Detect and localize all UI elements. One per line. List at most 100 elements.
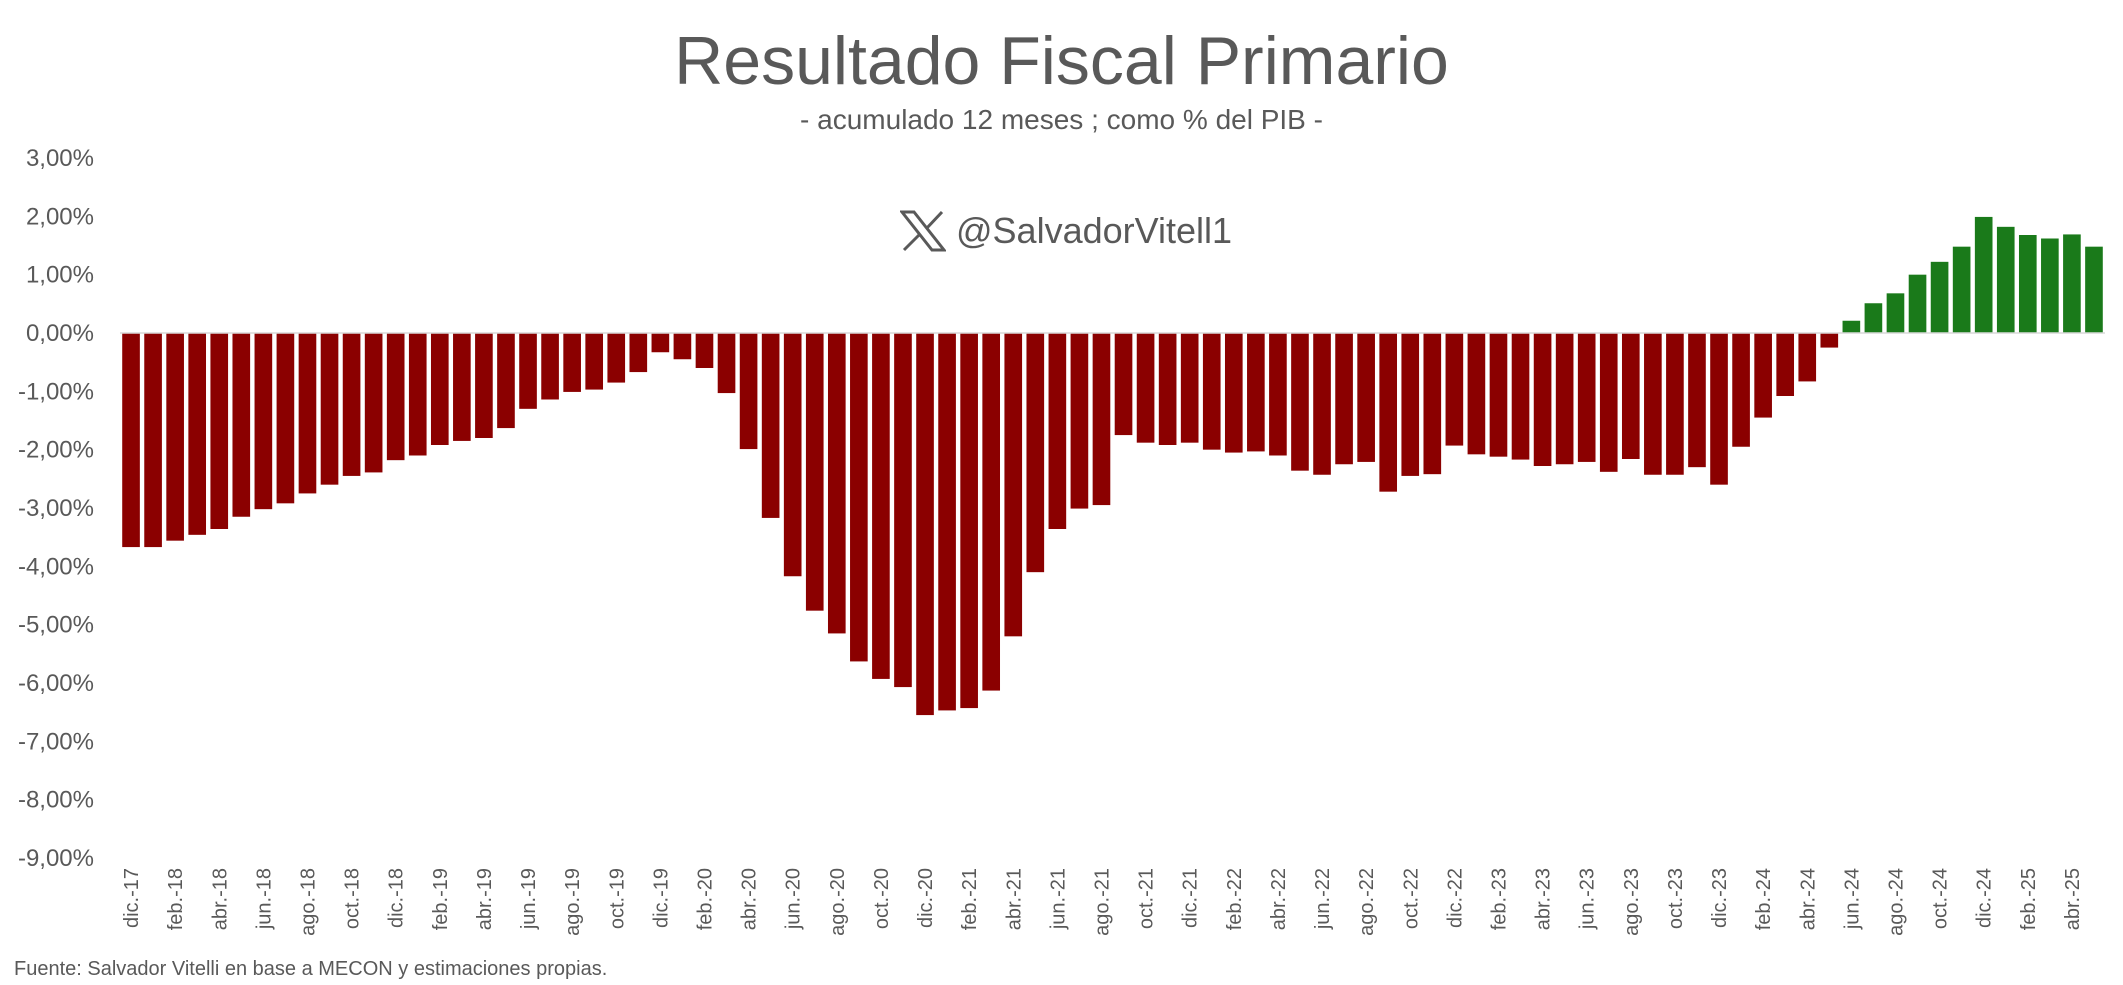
- x-tick-label: abr.-18: [209, 868, 231, 930]
- bar: [1952, 246, 1971, 333]
- x-tick-label: abr.-25: [2062, 868, 2084, 930]
- bar: [1379, 333, 1398, 492]
- bar: [364, 333, 383, 473]
- x-tick-label: dic.-19: [650, 868, 672, 928]
- bar: [1092, 333, 1111, 506]
- bar: [673, 333, 692, 360]
- bar-series: [120, 216, 2105, 716]
- x-tick-label: dic.-23: [1709, 868, 1731, 928]
- x-tick-label: jun.-23: [1577, 868, 1599, 930]
- bar: [1864, 303, 1883, 333]
- y-tick-label: -9,00%: [18, 845, 94, 872]
- x-tick-label: dic.-17: [121, 868, 143, 928]
- bar: [1842, 320, 1861, 333]
- x-tick-label: dic.-21: [1180, 868, 1202, 928]
- y-tick-label: -4,00%: [18, 553, 94, 580]
- x-tick-label: jun.-18: [253, 868, 275, 930]
- bar: [1313, 333, 1331, 475]
- bar: [1930, 261, 1949, 333]
- bar: [1754, 333, 1772, 418]
- x-tick-label: dic.-22: [1444, 868, 1466, 928]
- bar: [1158, 333, 1177, 445]
- bar: [1489, 333, 1508, 457]
- bar: [453, 333, 471, 441]
- x-tick-label: ago.-19: [562, 868, 584, 936]
- bar: [1533, 333, 1552, 466]
- bar: [938, 333, 956, 711]
- chart-title: Resultado Fiscal Primario: [674, 23, 1449, 99]
- bar: [1202, 333, 1221, 450]
- x-tick-label: oct.-19: [606, 868, 628, 929]
- x-tick-label: oct.-24: [1930, 868, 1952, 929]
- x-tick-label: ago.-24: [1885, 868, 1907, 936]
- bar: [1026, 333, 1045, 573]
- y-tick-label: -1,00%: [18, 378, 94, 405]
- bar: [430, 333, 449, 445]
- bar: [254, 333, 273, 510]
- x-tick-label: ago.-18: [297, 868, 319, 936]
- bar: [1555, 333, 1574, 465]
- bar: [1224, 333, 1243, 453]
- bar: [783, 333, 802, 577]
- x-tick-label: feb.-22: [1224, 868, 1246, 930]
- watermark-handle: @SalvadorVitell1: [956, 210, 1233, 251]
- bar: [232, 333, 251, 517]
- bar: [1621, 333, 1640, 459]
- bar: [607, 333, 626, 383]
- x-tick-label: oct.-23: [1665, 868, 1687, 929]
- bar: [497, 333, 515, 429]
- x-tick-label: feb.-24: [1753, 868, 1775, 930]
- x-axis: dic.-17 feb.-18 abr.-18 jun.-18 ago.-18 oct.-…: [121, 868, 2084, 936]
- x-tick-label: jun.-24: [1841, 868, 1863, 930]
- x-tick-label: feb.-21: [959, 868, 981, 930]
- x-tick-label: abr.-19: [474, 868, 496, 930]
- x-tick-label: abr.-22: [1268, 868, 1290, 930]
- bar: [408, 333, 427, 456]
- bar: [2085, 246, 2103, 333]
- bar: [1070, 333, 1089, 509]
- bar: [1445, 333, 1464, 446]
- bar: [210, 333, 229, 529]
- x-tick-label: ago.-23: [1621, 868, 1643, 936]
- bar: [1247, 333, 1265, 452]
- x-tick-label: abr.-24: [1797, 868, 1819, 930]
- bar: [320, 333, 339, 485]
- y-tick-label: 0,00%: [26, 320, 94, 347]
- x-tick-label: oct.-22: [1400, 868, 1422, 929]
- bar: [1511, 333, 1530, 460]
- bar: [1577, 333, 1596, 462]
- bar: [1423, 333, 1442, 475]
- bar: [1688, 333, 1706, 468]
- bar: [1180, 333, 1199, 443]
- bar: [1004, 333, 1023, 637]
- bar: [827, 333, 846, 634]
- bar: [1996, 226, 2015, 333]
- x-tick-label: jun.-19: [518, 868, 540, 930]
- y-tick-label: -3,00%: [18, 495, 94, 522]
- y-tick-label: -6,00%: [18, 670, 94, 697]
- bar: [1886, 293, 1905, 333]
- y-tick-label: 2,00%: [26, 203, 94, 230]
- x-tick-label: oct.-21: [1136, 868, 1158, 929]
- bar: [188, 333, 207, 535]
- bar: [1335, 333, 1353, 465]
- x-tick-label: dic.-20: [915, 868, 937, 928]
- bar: [1048, 333, 1067, 529]
- bar: [1467, 333, 1486, 455]
- bar: [2063, 234, 2081, 333]
- source-note: Fuente: Salvador Vitelli en base a MECON…: [14, 958, 608, 980]
- bar: [2018, 235, 2037, 333]
- bar: [1401, 333, 1420, 476]
- bar: [1599, 333, 1618, 472]
- bar: [298, 333, 317, 494]
- bar: [805, 333, 824, 611]
- bar: [629, 333, 648, 373]
- bar: [1908, 274, 1927, 333]
- y-tick-label: 1,00%: [26, 262, 94, 289]
- bar: [585, 333, 604, 390]
- chart-subtitle: - acumulado 12 meses ; como % del PIB -: [800, 104, 1323, 135]
- bar: [342, 333, 361, 476]
- y-tick-label: -7,00%: [18, 728, 94, 755]
- bar: [761, 333, 780, 518]
